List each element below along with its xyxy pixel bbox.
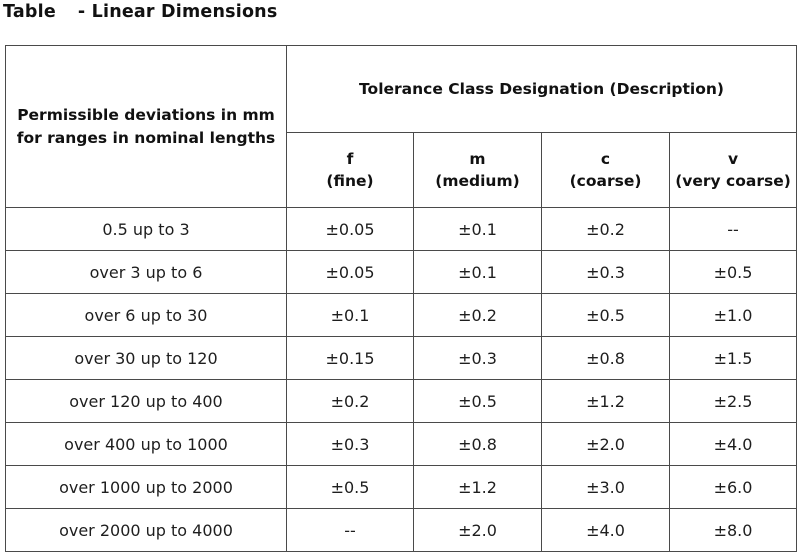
deviation-cell-m: ±1.2 <box>413 465 542 509</box>
deviation-cell-v: ±8.0 <box>668 508 798 552</box>
table-title-prefix: Table <box>3 2 56 22</box>
table-row: over 2000 up to 4000 -- ±2.0 ±4.0 ±8.0 <box>5 508 798 552</box>
deviation-cell-m: ±0.1 <box>413 250 542 294</box>
tolerance-table: Permissible deviations in mm for ranges … <box>5 45 798 552</box>
class-code: c <box>600 150 611 168</box>
deviation-cell-v: ±2.5 <box>668 379 798 423</box>
class-code: f <box>346 150 354 168</box>
deviation-cell-f: ±0.15 <box>286 336 414 380</box>
deviation-cell-f: ±0.5 <box>286 465 414 509</box>
range-cell: over 3 up to 6 <box>5 250 287 294</box>
deviation-cell-m: ±0.1 <box>413 207 542 251</box>
deviation-cell-f: ±0.3 <box>286 422 414 466</box>
range-cell: over 1000 up to 2000 <box>5 465 287 509</box>
class-header-f: f (fine) <box>286 132 414 208</box>
class-header-c: c (coarse) <box>541 132 670 208</box>
class-code: m <box>469 150 486 168</box>
table-row: over 30 up to 120 ±0.15 ±0.3 ±0.8 ±1.5 <box>5 336 798 380</box>
deviation-cell-f: ±0.2 <box>286 379 414 423</box>
table-row: over 6 up to 30 ±0.1 ±0.2 ±0.5 ±1.0 <box>5 293 798 337</box>
deviation-cell-f: ±0.05 <box>286 207 414 251</box>
range-cell: over 120 up to 400 <box>5 379 287 423</box>
class-header-v: v (very coarse) <box>668 132 798 208</box>
group-header: Tolerance Class Designation (Description… <box>285 45 798 133</box>
deviation-cell-v: ±4.0 <box>668 422 798 466</box>
row-header: Permissible deviations in mm for ranges … <box>5 45 287 208</box>
range-cell: over 2000 up to 4000 <box>5 508 287 552</box>
deviation-cell-c: ±3.0 <box>541 465 670 509</box>
deviation-cell-c: ±0.3 <box>541 250 670 294</box>
table-header: Permissible deviations in mm for ranges … <box>5 45 798 208</box>
table-row: 0.5 up to 3 ±0.05 ±0.1 ±0.2 -- <box>5 207 798 251</box>
deviation-cell-v: ±1.0 <box>668 293 798 337</box>
class-description: (medium) <box>435 172 520 190</box>
class-header-row: f (fine) m (medium) c (coarse) v (very coarse) <box>6 132 798 208</box>
table-row: over 400 up to 1000 ±0.3 ±0.8 ±2.0 ±4.0 <box>5 422 798 466</box>
table-row: over 120 up to 400 ±0.2 ±0.5 ±1.2 ±2.5 <box>5 379 798 423</box>
deviation-cell-v: ±1.5 <box>668 336 798 380</box>
class-description: (coarse) <box>569 172 642 190</box>
table-row: over 1000 up to 2000 ±0.5 ±1.2 ±3.0 ±6.0 <box>5 465 798 509</box>
deviation-cell-m: ±0.3 <box>413 336 542 380</box>
deviation-cell-c: ±0.5 <box>541 293 670 337</box>
deviation-cell-m: ±0.2 <box>413 293 542 337</box>
range-cell: over 30 up to 120 <box>5 336 287 380</box>
deviation-cell-m: ±0.8 <box>413 422 542 466</box>
class-header-m: m (medium) <box>413 132 542 208</box>
deviation-cell-v: -- <box>668 207 798 251</box>
deviation-cell-f: ±0.1 <box>286 293 414 337</box>
table-row: over 3 up to 6 ±0.05 ±0.1 ±0.3 ±0.5 <box>5 250 798 294</box>
range-cell: over 400 up to 1000 <box>5 422 287 466</box>
deviation-cell-f: ±0.05 <box>286 250 414 294</box>
deviation-cell-c: ±1.2 <box>541 379 670 423</box>
deviation-cell-c: ±0.2 <box>541 207 670 251</box>
deviation-cell-m: ±2.0 <box>413 508 542 552</box>
class-description: (fine) <box>326 172 374 190</box>
range-cell: over 6 up to 30 <box>5 293 287 337</box>
deviation-cell-m: ±0.5 <box>413 379 542 423</box>
table-title-text: - Linear Dimensions <box>77 2 278 22</box>
deviation-cell-v: ±6.0 <box>668 465 798 509</box>
class-description: (very coarse) <box>675 172 791 190</box>
range-cell: 0.5 up to 3 <box>5 207 287 251</box>
deviation-cell-c: ±4.0 <box>541 508 670 552</box>
table-body: 0.5 up to 3 ±0.05 ±0.1 ±0.2 -- over 3 up to 6… <box>5 207 798 552</box>
deviation-cell-f: -- <box>286 508 414 552</box>
deviation-cell-c: ±0.8 <box>541 336 670 380</box>
class-code: v <box>727 150 739 168</box>
deviation-cell-c: ±2.0 <box>541 422 670 466</box>
table-title: Table - Linear Dimensions <box>3 2 277 22</box>
deviation-cell-v: ±0.5 <box>668 250 798 294</box>
